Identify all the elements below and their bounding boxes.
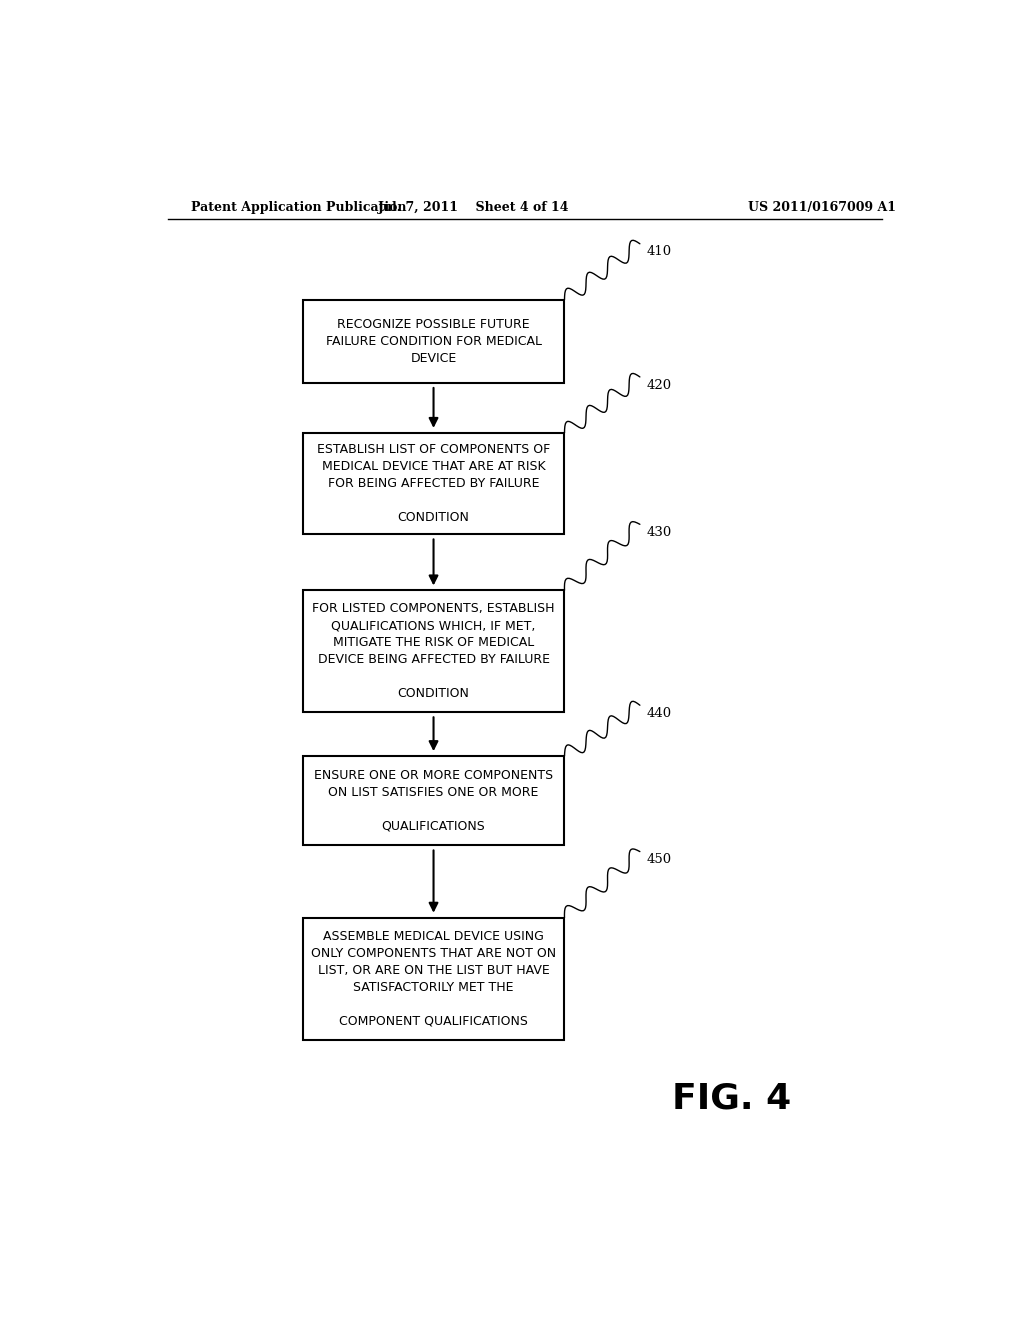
Bar xyxy=(303,300,564,383)
Text: FIG. 4: FIG. 4 xyxy=(672,1081,791,1115)
Text: 420: 420 xyxy=(646,379,672,392)
Text: RECOGNIZE POSSIBLE FUTURE
FAILURE CONDITION FOR MEDICAL
DEVICE: RECOGNIZE POSSIBLE FUTURE FAILURE CONDIT… xyxy=(326,318,542,364)
Bar xyxy=(303,433,564,535)
Text: 410: 410 xyxy=(646,246,672,259)
Bar xyxy=(303,917,564,1040)
Bar xyxy=(303,756,564,846)
Text: Patent Application Publication: Patent Application Publication xyxy=(191,201,407,214)
Text: ESTABLISH LIST OF COMPONENTS OF
MEDICAL DEVICE THAT ARE AT RISK
FOR BEING AFFECT: ESTABLISH LIST OF COMPONENTS OF MEDICAL … xyxy=(316,444,550,524)
Text: 440: 440 xyxy=(646,706,672,719)
Text: ASSEMBLE MEDICAL DEVICE USING
ONLY COMPONENTS THAT ARE NOT ON
LIST, OR ARE ON TH: ASSEMBLE MEDICAL DEVICE USING ONLY COMPO… xyxy=(311,929,556,1028)
Text: FOR LISTED COMPONENTS, ESTABLISH
QUALIFICATIONS WHICH, IF MET,
MITIGATE THE RISK: FOR LISTED COMPONENTS, ESTABLISH QUALIFI… xyxy=(312,602,555,701)
Text: 430: 430 xyxy=(646,525,672,539)
Text: ENSURE ONE OR MORE COMPONENTS
ON LIST SATISFIES ONE OR MORE

QUALIFICATIONS: ENSURE ONE OR MORE COMPONENTS ON LIST SA… xyxy=(314,768,553,833)
Bar xyxy=(303,590,564,713)
Text: Jul. 7, 2011    Sheet 4 of 14: Jul. 7, 2011 Sheet 4 of 14 xyxy=(378,201,569,214)
Text: US 2011/0167009 A1: US 2011/0167009 A1 xyxy=(749,201,896,214)
Text: 450: 450 xyxy=(646,853,672,866)
